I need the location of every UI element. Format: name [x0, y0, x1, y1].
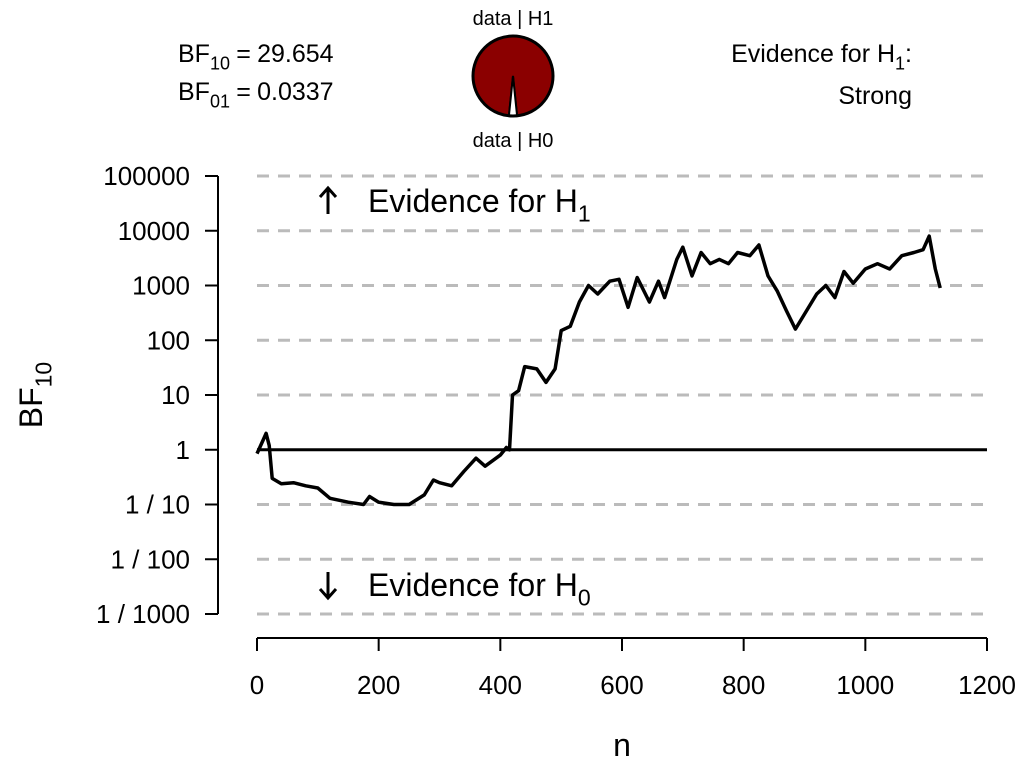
annotation-label-part: 0 — [578, 585, 591, 611]
x-axis-label: n — [613, 727, 631, 763]
x-tick-label: 1200 — [958, 670, 1016, 700]
y-axis-label: BF10 — [13, 362, 57, 429]
y-tick-label: 100 — [147, 325, 190, 355]
annotation-arrow-head — [318, 588, 338, 601]
evidence-label-part: : — [905, 40, 912, 68]
y-tick-label: 1 / 1000 — [96, 599, 190, 629]
pie-border — [471, 34, 555, 118]
y-axis-label-part: BF — [13, 387, 49, 428]
bf-label-part: BF — [178, 40, 210, 68]
bf-label-part: 0.0337 — [257, 78, 333, 106]
y-tick-label: 1 / 10 — [125, 490, 190, 520]
x-tick-label: 200 — [357, 670, 400, 700]
x-tick-label: 0 — [250, 670, 264, 700]
y-tick-label: 1 — [176, 435, 190, 465]
annotation-label-part: Evidence for H — [368, 567, 578, 603]
evidence-level: Strong — [838, 82, 912, 110]
y-tick-label: 1 / 100 — [110, 544, 190, 574]
x-tick-label: 600 — [600, 670, 643, 700]
data-line — [255, 234, 942, 507]
evidence-label: Evidence for H1: — [731, 40, 912, 74]
bf-label-part: BF — [178, 78, 210, 106]
y-tick-label: 1000 — [132, 271, 190, 301]
y-tick-label: 100000 — [103, 161, 190, 191]
y-tick-label: 10000 — [118, 216, 190, 246]
pie-top-label: data | H1 — [473, 8, 554, 30]
annotation-label: Evidence for H1 — [368, 183, 591, 227]
bf-label-part: 01 — [210, 92, 230, 112]
pie-bottom-label: data | H0 — [473, 130, 554, 152]
annotation-label-part: Evidence for H — [368, 183, 578, 219]
bf-label-part: = — [236, 40, 251, 68]
bf-label-part: 10 — [210, 54, 230, 74]
x-tick-label: 400 — [479, 670, 522, 700]
evidence-label-part: 1 — [895, 54, 905, 74]
x-tick-label: 800 — [722, 670, 765, 700]
bf-label-part: 29.654 — [257, 40, 334, 68]
y-tick-label: 10 — [161, 380, 190, 410]
evidence-label-part: Evidence for H — [731, 40, 895, 68]
bf-label: BF10 = 29.654 — [178, 40, 334, 74]
annotation-arrow-head — [318, 185, 338, 198]
x-tick-label: 1000 — [836, 670, 894, 700]
annotation-label: Evidence for H0 — [368, 567, 591, 611]
y-axis-label-part: 10 — [31, 362, 57, 388]
annotation-label-part: 1 — [578, 201, 591, 227]
bf-label: BF01 = 0.0337 — [178, 78, 334, 112]
bf-label-part: = — [236, 78, 251, 106]
